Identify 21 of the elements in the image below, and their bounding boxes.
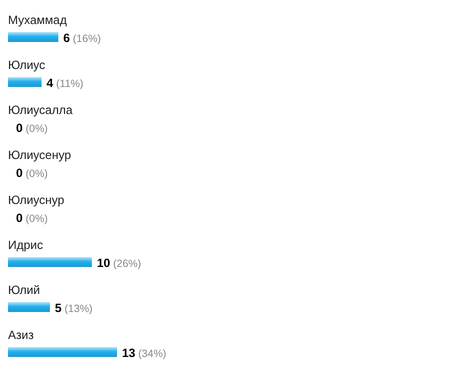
bar [8,302,50,312]
y-tick-label: Юлиусалла [8,103,73,117]
data-label: 0 (0%) [16,166,48,180]
bar [8,77,42,87]
data-label: 13 (34%) [122,346,166,360]
bar [8,32,58,42]
data-label: 10 (26%) [96,256,142,270]
data-label: 0 (0%) [16,121,48,135]
y-tick-label: Юлиус [8,58,46,72]
data-label: 4 (11%) [46,76,84,90]
y-tick-label: Идрис [8,238,44,252]
y-tick-label: Юлиуснур [8,193,65,207]
data-label: 0 (0%) [16,211,48,225]
data-label: 5 (13%) [54,301,93,315]
bar [8,257,92,267]
data-label: 6 (16%) [63,31,101,45]
y-tick-label: Юлиусенур [8,148,72,162]
bar [8,347,117,357]
y-tick-label: Юлий [8,283,40,297]
y-tick-label: Мухаммад [8,13,67,27]
y-tick-label: Азиз [8,328,34,342]
